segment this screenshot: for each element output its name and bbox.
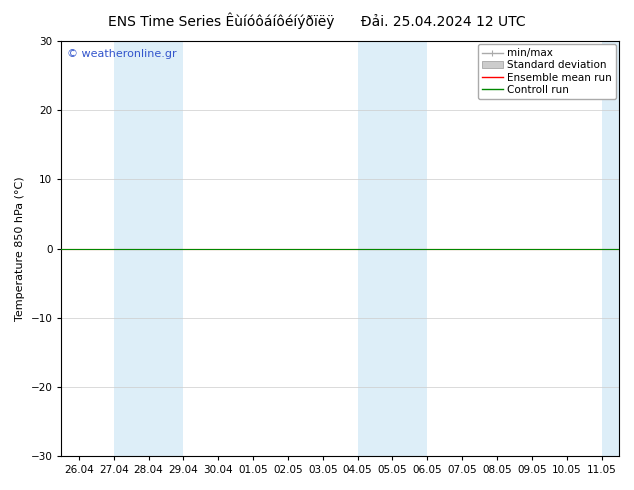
Bar [358, 41, 427, 456]
Bar [113, 41, 183, 456]
Text: © weatheronline.gr: © weatheronline.gr [67, 49, 177, 59]
Text: ENS Time Series Êùíóôáíôéíýðïëÿ      Đải. 25.04.2024 12 UTC: ENS Time Series Êùíóôáíôéíýðïëÿ Đải. 25.… [108, 12, 526, 29]
Bar [602, 41, 619, 456]
Legend: min/max, Standard deviation, Ensemble mean run, Controll run: min/max, Standard deviation, Ensemble me… [478, 44, 616, 99]
Y-axis label: Temperature 850 hPa (°C): Temperature 850 hPa (°C) [15, 176, 25, 321]
